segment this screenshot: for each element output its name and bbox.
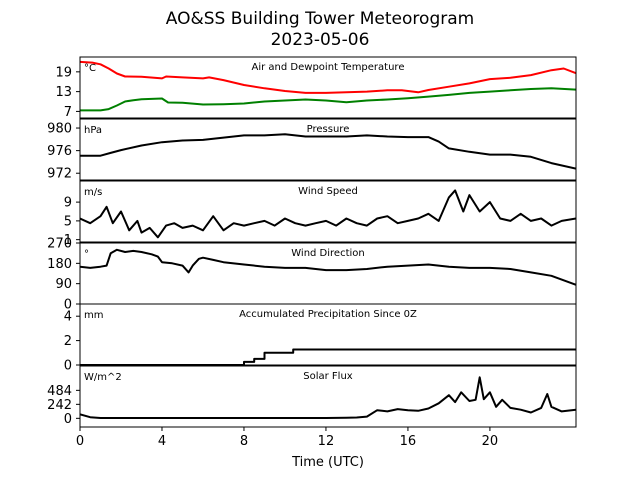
unit-label-solar: W/m^2 [84,372,122,383]
y-tick-label-solar-1: 242 [47,398,72,413]
y-tick-label-temp-0: 7 [64,105,72,120]
panel-precip: 0 2 4 mm Accumulated Precipitation Since 0Z [64,304,576,374]
panel-title-temp: Air and Dewpoint Temperature [252,62,405,73]
panel-title-solar: Solar Flux [303,371,353,382]
y-tick-label-pressure-0: 972 [47,167,72,182]
y-tick-label-precip-2: 4 [64,310,72,325]
y-tick-label-temp-2: 19 [55,65,72,80]
unit-label-pressure: hPa [84,125,102,136]
unit-label-wind_speed: m/s [84,187,102,198]
panel-title-pressure: Pressure [307,124,350,135]
series-line-wind_speed-0 [80,190,576,237]
x-tick-label-0: 0 [76,434,84,449]
chart-title-line1: AO&SS Building Tower Meteorogram [166,9,474,29]
series-line-temp-1 [80,88,576,110]
panel-title-wind_speed: Wind Speed [298,186,358,197]
x-tick-label-4: 16 [400,434,417,449]
x-tick-label-2: 8 [240,434,248,449]
panel-temp: 7 13 19 °C Air and Dewpoint Temperature [55,57,576,120]
y-tick-label-pressure-2: 980 [47,122,72,137]
y-tick-label-solar-0: 0 [64,412,72,427]
y-tick-label-wind_speed-2: 9 [64,196,72,211]
panel-pressure: 972 976 980 hPa Pressure [47,119,576,182]
chart-title-line2: 2023-05-06 [271,30,370,50]
unit-label-precip: mm [84,310,103,321]
series-line-precip-0 [80,350,576,366]
x-tick-label-3: 12 [318,434,335,449]
x-axis: 0 4 8 12 16 20 [76,427,498,449]
y-tick-label-solar-2: 484 [47,384,72,399]
y-tick-label-pressure-1: 976 [47,144,72,159]
y-tick-label-precip-0: 0 [64,359,72,374]
x-axis-label: Time (UTC) [291,455,364,470]
y-tick-label-wind_dir-3: 270 [47,237,72,252]
panel-title-wind_dir: Wind Direction [291,248,365,259]
series-line-solar-0 [80,377,576,418]
y-tick-label-wind_speed-1: 5 [64,214,72,229]
series-line-pressure-0 [80,134,576,168]
y-tick-label-temp-1: 13 [55,85,72,100]
meteorogram-chart: AO&SS Building Tower Meteorogram 2023-05… [0,0,640,480]
unit-label-temp: °C [84,63,96,74]
y-tick-label-precip-1: 2 [64,334,72,349]
panel-title-precip: Accumulated Precipitation Since 0Z [239,309,417,320]
x-tick-label-5: 20 [482,434,499,449]
x-tick-label-1: 4 [158,434,166,449]
unit-label-wind_dir: ° [84,249,89,260]
y-tick-label-wind_dir-1: 90 [55,277,72,292]
y-tick-label-wind_dir-2: 180 [47,257,72,272]
